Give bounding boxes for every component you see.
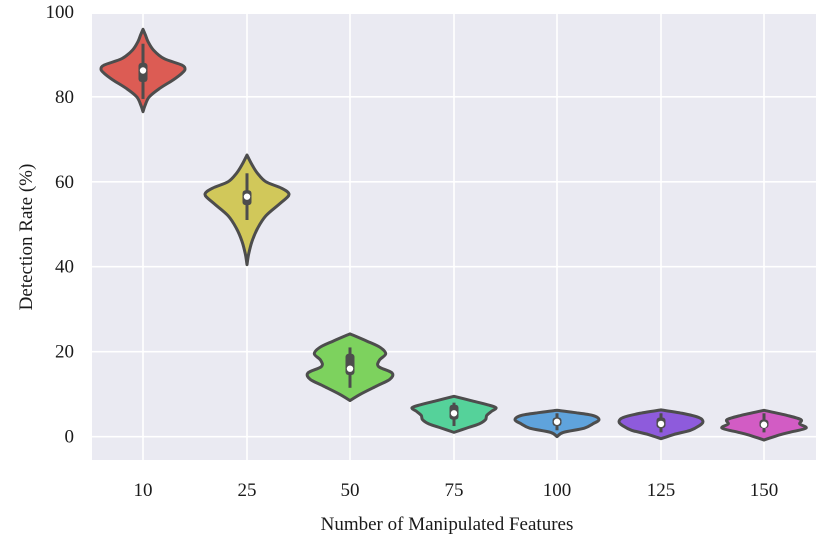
y-tick-labels: 0 20 40 60 80 100 [46,2,75,448]
x-tick-label: 100 [543,480,572,501]
violin-100 [513,408,601,439]
violin-median-dot [450,410,458,417]
violin-median-dot [553,418,561,425]
y-tick-label: 60 [55,172,74,193]
x-tick-label: 125 [647,480,676,501]
violin-median-dot [243,193,251,200]
violin-150 [720,408,808,442]
x-tick-label: 150 [750,480,779,501]
violin-50 [305,332,395,403]
y-axis-label: Detection Rate (%) [16,164,37,311]
y-tick-label: 40 [55,257,74,278]
y-tick-label: 100 [46,2,75,23]
y-tick-label: 20 [55,342,74,363]
violin-median-dot [760,421,768,428]
y-tick-label: 80 [55,87,74,108]
violin-25 [203,153,291,267]
x-tick-labels: 10 25 50 75 100 125 150 [134,480,779,501]
violin-125 [617,408,705,441]
x-tick-label: 10 [134,480,153,501]
grid-lines [92,11,816,460]
x-tick-label: 50 [341,480,360,501]
violin-median-dot [346,365,354,372]
y-tick-label: 0 [65,427,75,448]
x-axis-label: Number of Manipulated Features [321,514,574,535]
violins-group [99,27,808,442]
violin-median-dot [657,420,665,428]
violin-median-dot [139,67,147,74]
violin-75 [410,394,498,434]
violin-10 [99,27,187,114]
x-tick-label: 25 [238,480,257,501]
x-tick-label: 75 [445,480,464,501]
